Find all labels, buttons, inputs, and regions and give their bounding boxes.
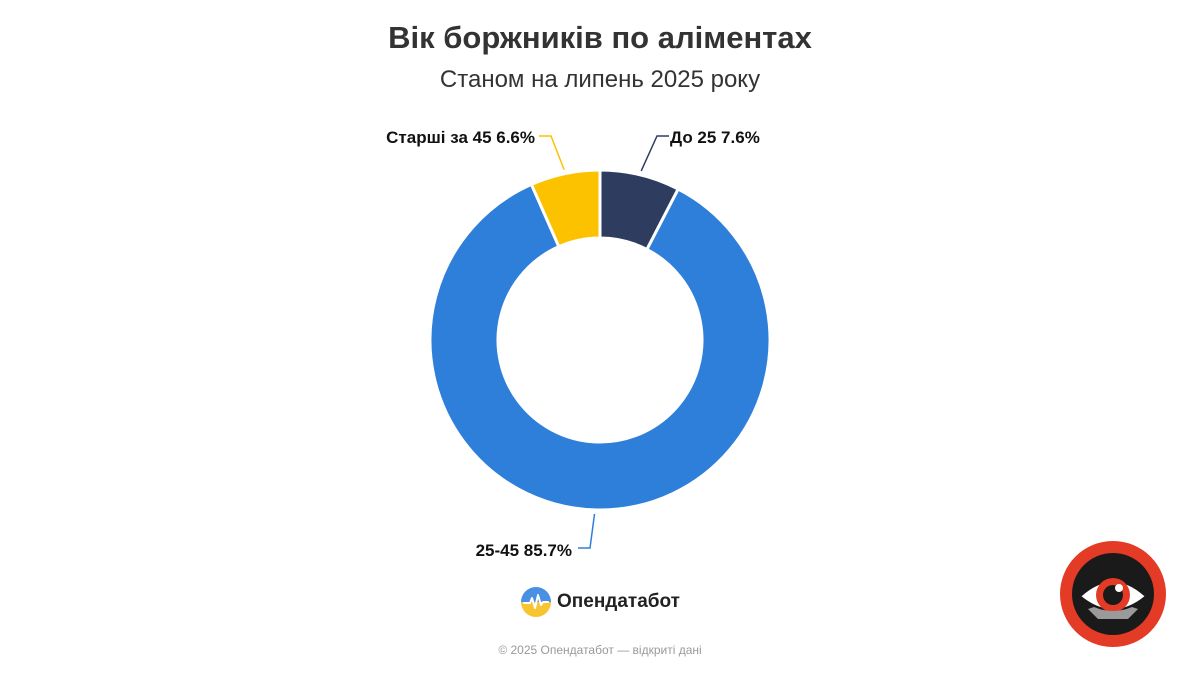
leader-line xyxy=(578,513,596,549)
donut-slice xyxy=(529,168,602,249)
slice-label: Старші за 45 6.6% xyxy=(386,128,535,147)
brand: Опендатабот xyxy=(521,586,680,618)
slice-label: До 25 7.6% xyxy=(670,128,760,147)
footer-copyright: © 2025 Опендатабот — відкриті дані xyxy=(498,643,702,657)
leader-line xyxy=(539,135,565,171)
brand-name: Опендатабот xyxy=(557,591,680,612)
chart-title: Вік боржників по аліментах xyxy=(388,20,812,55)
eye-logo-icon xyxy=(1060,541,1166,647)
leader-line xyxy=(640,135,669,172)
donut-slice xyxy=(428,182,772,512)
chart-subtitle: Станом на липень 2025 року xyxy=(439,66,761,93)
slice-label: 25-45 85.7% xyxy=(476,541,572,560)
opendatabot-logo-icon xyxy=(521,587,551,617)
